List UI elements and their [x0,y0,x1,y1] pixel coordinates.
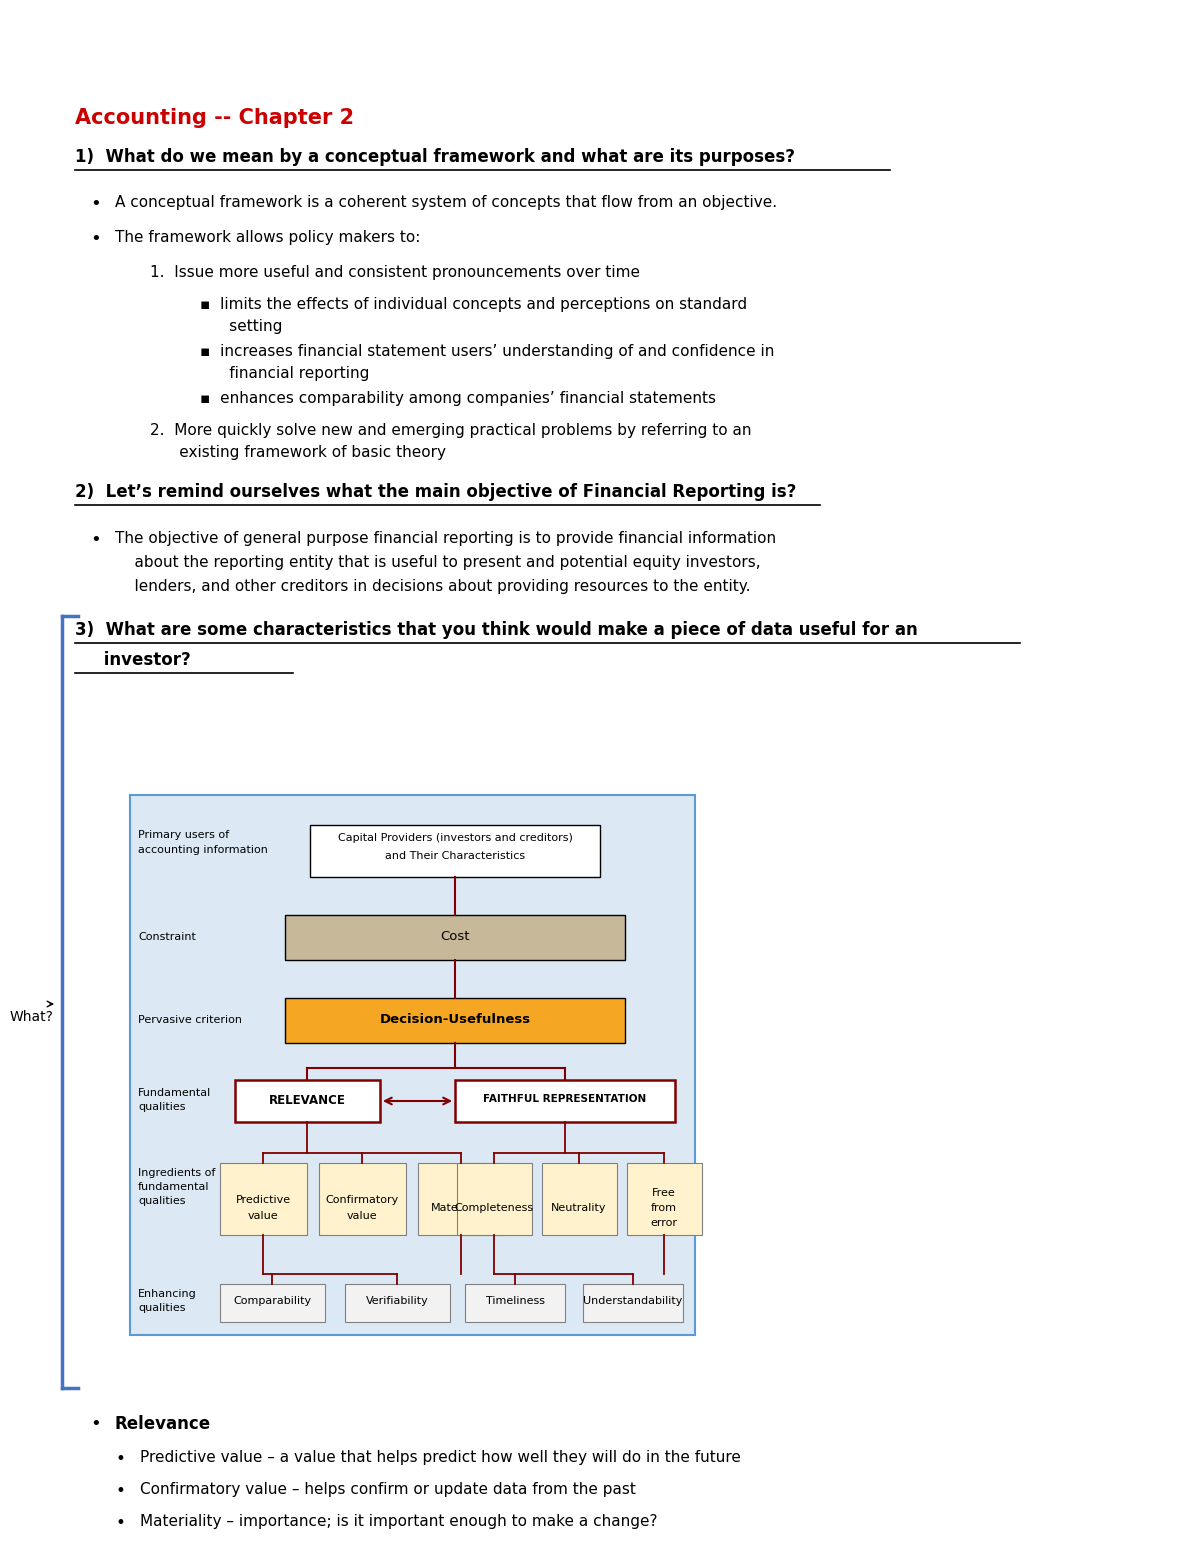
Text: 1.  Issue more useful and consistent pronouncements over time: 1. Issue more useful and consistent pron… [150,266,640,280]
FancyBboxPatch shape [457,1163,532,1235]
Text: RELEVANCE: RELEVANCE [269,1093,346,1107]
Text: Constraint: Constraint [138,932,196,943]
Text: setting: setting [200,318,282,334]
Text: Understandability: Understandability [583,1297,683,1306]
Text: A conceptual framework is a coherent system of concepts that flow from an object: A conceptual framework is a coherent sys… [115,196,778,210]
Text: Materiality: Materiality [431,1204,491,1213]
Text: Neutrality: Neutrality [551,1204,607,1213]
FancyBboxPatch shape [310,825,600,877]
Text: qualities: qualities [138,1196,186,1207]
Text: •: • [90,531,101,550]
Text: accounting information: accounting information [138,845,268,856]
Text: financial reporting: financial reporting [200,367,370,380]
Text: ▪  increases financial statement users’ understanding of and confidence in: ▪ increases financial statement users’ u… [200,345,774,359]
FancyBboxPatch shape [466,1284,565,1322]
Text: Decision-Usefulness: Decision-Usefulness [379,1013,530,1027]
Text: fundamental: fundamental [138,1182,210,1193]
Text: Confirmatory: Confirmatory [325,1194,398,1205]
Text: ▪  limits the effects of individual concepts and perceptions on standard: ▪ limits the effects of individual conce… [200,297,748,312]
FancyBboxPatch shape [286,999,625,1044]
Text: Ingredients of: Ingredients of [138,1168,215,1179]
FancyBboxPatch shape [542,1163,617,1235]
Text: from: from [650,1204,677,1213]
Text: Comparability: Comparability [233,1297,311,1306]
FancyBboxPatch shape [346,1284,450,1322]
FancyBboxPatch shape [220,1284,325,1322]
Text: Timeliness: Timeliness [486,1297,545,1306]
Text: What?: What? [10,1009,54,1023]
Text: 3)  What are some characteristics that you think would make a piece of data usef: 3) What are some characteristics that yo… [74,621,918,638]
Text: existing framework of basic theory: existing framework of basic theory [150,446,446,460]
Text: about the reporting entity that is useful to present and potential equity invest: about the reporting entity that is usefu… [115,554,761,570]
Text: lenders, and other creditors in decisions about providing resources to the entit: lenders, and other creditors in decision… [115,579,750,593]
FancyBboxPatch shape [455,1079,674,1121]
Text: Cost: Cost [440,930,469,943]
FancyBboxPatch shape [319,1163,406,1235]
Text: 2)  Let’s remind ourselves what the main objective of Financial Reporting is?: 2) Let’s remind ourselves what the main … [74,483,797,502]
Text: 2.  More quickly solve new and emerging practical problems by referring to an: 2. More quickly solve new and emerging p… [150,422,751,438]
Text: Materiality – importance; is it important enough to make a change?: Materiality – importance; is it importan… [140,1514,658,1530]
Text: qualities: qualities [138,1303,186,1312]
Text: and Their Characteristics: and Their Characteristics [385,851,526,860]
FancyBboxPatch shape [235,1079,380,1121]
FancyBboxPatch shape [583,1284,683,1322]
Text: •: • [115,1514,125,1531]
Text: •: • [115,1451,125,1468]
Text: Primary users of: Primary users of [138,829,229,840]
Text: FAITHFUL REPRESENTATION: FAITHFUL REPRESENTATION [484,1093,647,1104]
Text: •: • [90,230,101,248]
Text: Free: Free [652,1188,676,1197]
Text: •: • [115,1482,125,1500]
Text: investor?: investor? [74,651,191,669]
Text: Completeness: Completeness [455,1204,534,1213]
Text: The objective of general purpose financial reporting is to provide financial inf: The objective of general purpose financi… [115,531,776,547]
Text: •: • [90,1415,101,1433]
Text: Predictive value – a value that helps predict how well they will do in the futur: Predictive value – a value that helps pr… [140,1451,740,1464]
Text: Predictive: Predictive [235,1194,290,1205]
Text: Capital Providers (investors and creditors): Capital Providers (investors and credito… [337,832,572,843]
Text: The framework allows policy makers to:: The framework allows policy makers to: [115,230,420,245]
Text: value: value [247,1211,278,1221]
Text: error: error [650,1218,678,1228]
Text: value: value [347,1211,377,1221]
Text: Relevance: Relevance [115,1415,211,1433]
Text: 1)  What do we mean by a conceptual framework and what are its purposes?: 1) What do we mean by a conceptual frame… [74,148,796,166]
FancyBboxPatch shape [130,795,695,1336]
FancyBboxPatch shape [628,1163,702,1235]
FancyBboxPatch shape [220,1163,307,1235]
Text: Verifiability: Verifiability [366,1297,428,1306]
FancyBboxPatch shape [286,915,625,960]
Text: Fundamental: Fundamental [138,1089,211,1098]
Text: Enhancing: Enhancing [138,1289,197,1298]
Text: •: • [90,196,101,213]
Text: ▪  enhances comparability among companies’ financial statements: ▪ enhances comparability among companies… [200,391,716,405]
Text: Confirmatory value – helps confirm or update data from the past: Confirmatory value – helps confirm or up… [140,1482,636,1497]
FancyBboxPatch shape [418,1163,505,1235]
Text: Pervasive criterion: Pervasive criterion [138,1016,242,1025]
Text: qualities: qualities [138,1103,186,1112]
Text: Accounting -- Chapter 2: Accounting -- Chapter 2 [74,109,354,127]
